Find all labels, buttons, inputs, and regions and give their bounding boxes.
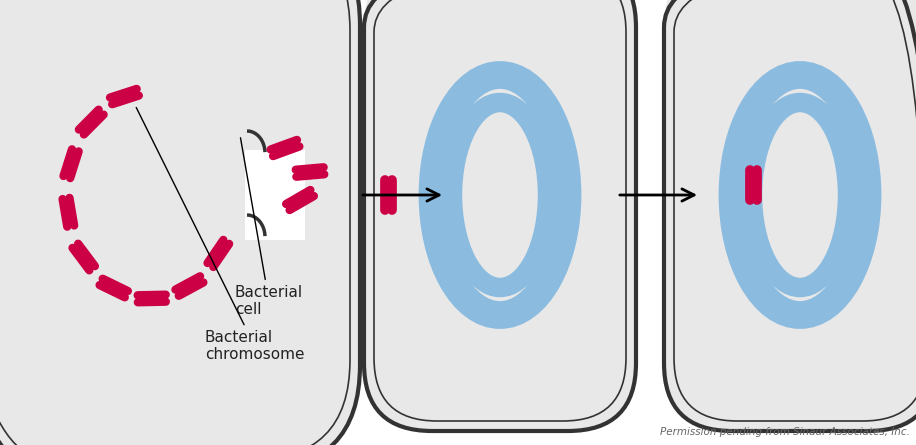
FancyBboxPatch shape xyxy=(0,0,360,445)
Text: Permission pending from Sinaur Associates, Inc.: Permission pending from Sinaur Associate… xyxy=(660,427,910,437)
Ellipse shape xyxy=(467,125,532,265)
Text: Bacterial
chromosome: Bacterial chromosome xyxy=(136,108,304,362)
Text: Bacterial
cell: Bacterial cell xyxy=(235,138,303,317)
Ellipse shape xyxy=(768,125,833,265)
FancyBboxPatch shape xyxy=(364,0,636,431)
Polygon shape xyxy=(245,150,305,240)
FancyBboxPatch shape xyxy=(664,0,916,431)
Ellipse shape xyxy=(453,102,548,287)
Ellipse shape xyxy=(753,102,847,287)
